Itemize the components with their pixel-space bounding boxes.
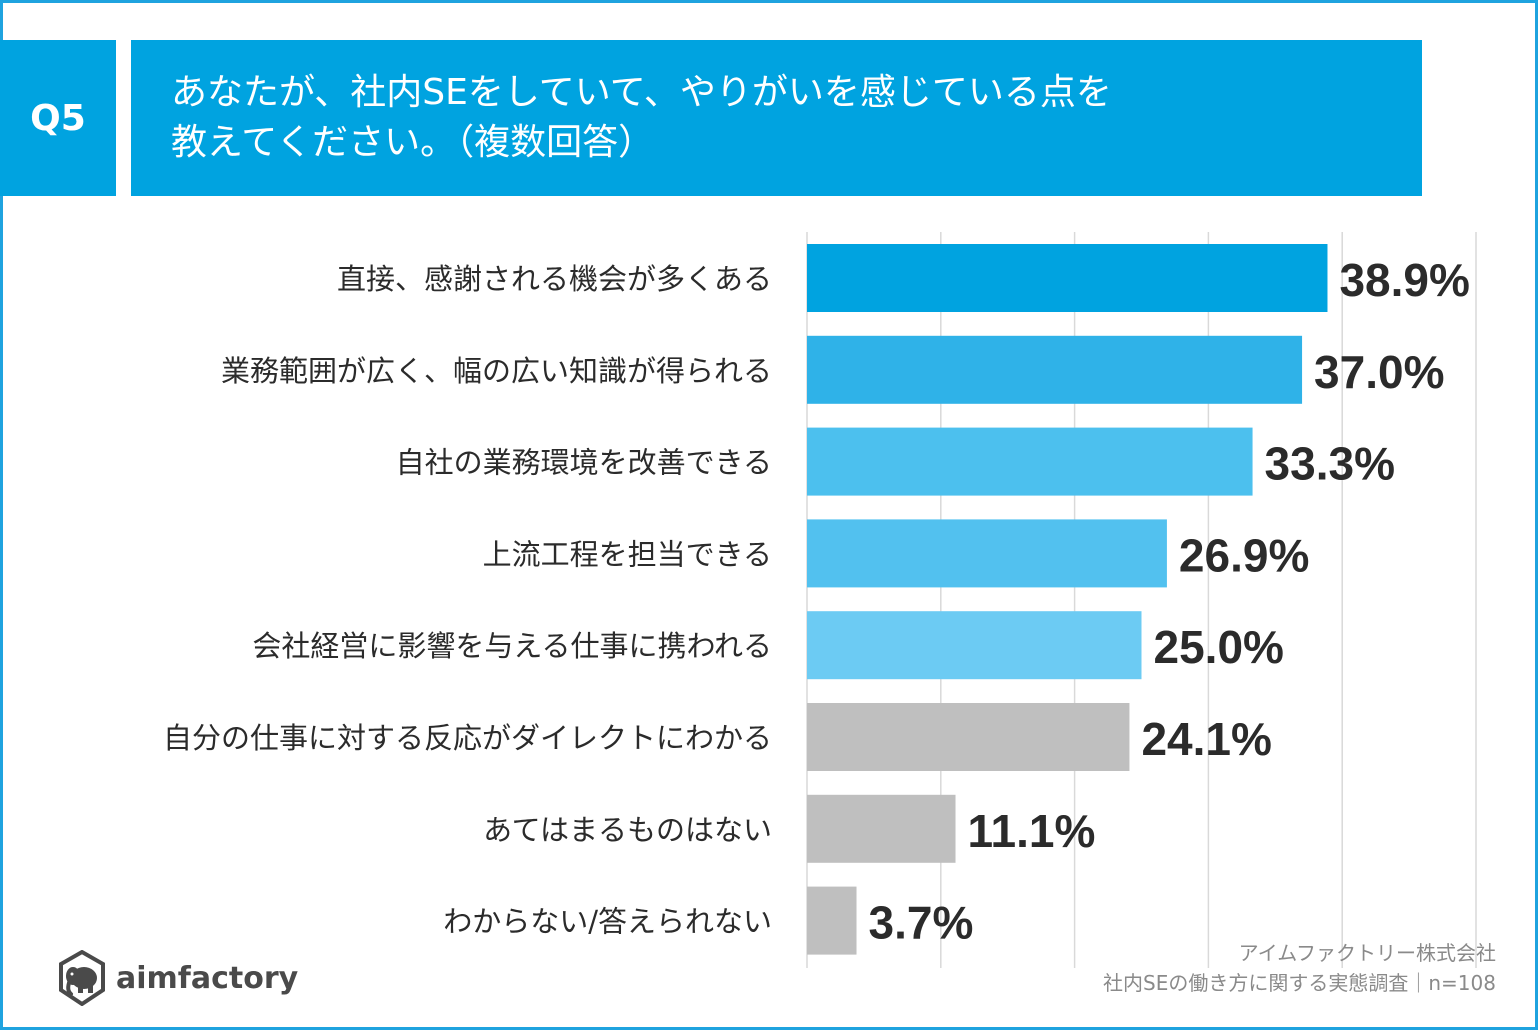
source-note: アイムファクトリー株式会社 社内SEの働き方に関する実態調査｜n=108 bbox=[1103, 938, 1496, 998]
bar bbox=[807, 427, 1253, 496]
data-label: 3.7% bbox=[869, 897, 974, 949]
data-label: 24.1% bbox=[1141, 713, 1271, 765]
question-text-line-1: あなたが、社内SEをしていて、やりがいを感じている点を bbox=[171, 72, 1112, 113]
bar bbox=[807, 519, 1167, 588]
data-label: 25.0% bbox=[1154, 621, 1284, 673]
question-number-badge: Q5 bbox=[0, 40, 116, 196]
source-survey: 社内SEの働き方に関する実態調査｜n=108 bbox=[1103, 971, 1496, 995]
category-label: 上流工程を担当できる bbox=[483, 537, 772, 571]
category-label: あてはまるものはない bbox=[483, 813, 772, 847]
question-text-line-2: 教えてください。（複数回答） bbox=[171, 122, 655, 163]
source-company: アイムファクトリー株式会社 bbox=[1238, 941, 1496, 965]
bar bbox=[807, 611, 1142, 680]
data-label: 37.0% bbox=[1314, 346, 1444, 398]
data-label: 38.9% bbox=[1339, 254, 1469, 306]
category-label: 会社経営に影響を与える仕事に携われる bbox=[252, 629, 772, 663]
data-label: 11.1% bbox=[968, 805, 1096, 857]
category-label: 直接、感謝される機会が多くある bbox=[337, 262, 772, 296]
bar bbox=[807, 244, 1328, 312]
question-banner: あなたが、社内SEをしていて、やりがいを感じている点を 教えてください。（複数回… bbox=[131, 40, 1422, 196]
category-label: 自分の仕事に対する反応がダイレクトにわかる bbox=[163, 721, 772, 755]
bar bbox=[807, 703, 1130, 771]
bar bbox=[807, 794, 956, 863]
data-label: 33.3% bbox=[1265, 438, 1395, 490]
bar bbox=[807, 886, 857, 955]
aimfactory-logo: aimfactory bbox=[56, 950, 298, 1006]
category-label: わからない/答えられない bbox=[443, 905, 772, 939]
category-label: 業務範囲が広く、幅の広い知識が得られる bbox=[221, 354, 772, 388]
category-label: 自社の業務環境を改善できる bbox=[396, 446, 772, 480]
data-label: 26.9% bbox=[1179, 529, 1309, 581]
bar bbox=[807, 335, 1303, 404]
elephant-icon bbox=[59, 950, 105, 1006]
logo-text: aimfactory bbox=[116, 960, 299, 996]
